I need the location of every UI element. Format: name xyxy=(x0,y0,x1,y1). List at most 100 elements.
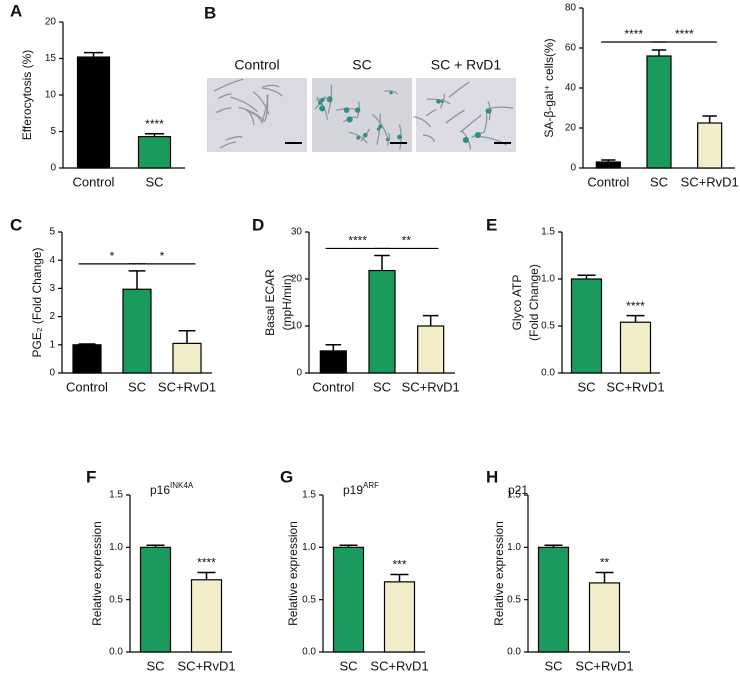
y-tick-label: 1.5 xyxy=(109,490,123,501)
cell xyxy=(213,78,244,92)
stain xyxy=(385,137,390,142)
cell xyxy=(264,95,269,121)
x-tick-label: SC xyxy=(145,174,163,189)
stain xyxy=(389,91,393,95)
significance: * xyxy=(110,249,115,263)
y-axis-label: Glyco ATP xyxy=(510,275,524,331)
micrograph-label: SC xyxy=(352,57,371,73)
stain xyxy=(462,136,469,144)
cell xyxy=(425,108,437,117)
cell xyxy=(261,87,283,97)
title-text: p21 xyxy=(508,483,528,497)
cell xyxy=(348,131,368,144)
y-tick-label: 20 xyxy=(45,17,57,28)
stain xyxy=(354,107,361,113)
cell xyxy=(230,96,258,113)
micrograph-label: SC + RvD1 xyxy=(431,57,502,73)
x-tick-label: SC xyxy=(373,379,391,394)
y-tick-label: 0.0 xyxy=(109,647,123,658)
y-tick-label: 80 xyxy=(565,3,577,14)
y-tick-label: 0 xyxy=(50,163,56,174)
significance: **** xyxy=(348,234,367,248)
cell xyxy=(448,81,470,98)
x-tick-label: SC+RvD1 xyxy=(575,658,633,673)
y-tick-label: 1.0 xyxy=(109,542,123,553)
error-bar xyxy=(422,314,439,326)
bar xyxy=(72,344,102,374)
bar xyxy=(190,579,223,653)
y-tick-label: 60 xyxy=(565,43,577,54)
cells xyxy=(213,78,514,150)
x-tick-label: Control xyxy=(587,174,629,189)
error-bar xyxy=(83,51,104,58)
bar xyxy=(368,269,396,374)
error-bar xyxy=(626,314,645,323)
y-axis-label: Relative expression xyxy=(286,521,300,626)
y-axis-label: Relative expression xyxy=(90,521,104,626)
cell xyxy=(219,141,236,149)
y-axis-label: Basal ECAR xyxy=(263,269,277,336)
cell xyxy=(459,114,482,133)
significance: ** xyxy=(600,556,610,570)
significance: **** xyxy=(197,556,216,570)
panel-letter: E xyxy=(486,215,497,234)
panel-letter: C xyxy=(10,215,22,234)
cell xyxy=(384,90,399,95)
y-tick-label: 0.0 xyxy=(541,368,555,379)
significance: *** xyxy=(392,558,406,572)
y-tick-label: 0 xyxy=(49,368,55,379)
y-tick-label: 0.5 xyxy=(507,594,521,605)
panel-letter: D xyxy=(252,215,264,234)
x-tick-label: SC+RvD1 xyxy=(402,379,460,394)
panel-letter: A xyxy=(10,1,22,20)
y-tick-label: 10 xyxy=(291,321,303,332)
y-tick-label: 0.0 xyxy=(507,647,521,658)
x-tick-label: SC xyxy=(544,658,562,673)
stain xyxy=(474,132,481,139)
x-tick-label: SC+RvD1 xyxy=(681,174,739,189)
panel-letter: B xyxy=(204,3,216,22)
error-bar xyxy=(577,274,596,279)
stain xyxy=(376,127,380,131)
y-tick-label: 1.0 xyxy=(302,542,316,553)
y-tick-label: 1.5 xyxy=(541,227,555,238)
x-tick-label: SC+RvD1 xyxy=(177,658,235,673)
chart-title: p16INK4A xyxy=(150,481,194,497)
chart-title: p21 xyxy=(508,483,528,497)
bar xyxy=(619,321,652,374)
y-tick-label: 1.0 xyxy=(541,274,555,285)
stain xyxy=(436,99,441,104)
y-tick-label: 1.5 xyxy=(302,490,316,501)
bar xyxy=(417,325,445,374)
x-tick-label: SC+RvD1 xyxy=(606,379,664,394)
stain xyxy=(343,107,350,113)
stain xyxy=(319,105,326,112)
cell xyxy=(386,132,390,146)
error-bar xyxy=(325,344,342,351)
y-tick-label: 3 xyxy=(49,283,55,294)
y-tick-label: 15 xyxy=(45,53,57,64)
cell xyxy=(245,108,255,126)
x-tick-label: SC xyxy=(339,658,357,673)
y-tick-label: 5 xyxy=(50,126,56,137)
y-tick-label: 5 xyxy=(49,227,55,238)
panel-letter: G xyxy=(280,467,293,486)
error-bar xyxy=(595,571,614,583)
cell xyxy=(215,107,232,114)
y-tick-label: 1.0 xyxy=(507,542,521,553)
error-bar xyxy=(702,115,717,123)
y-tick-label: 30 xyxy=(291,227,303,238)
chart-title: p19ARF xyxy=(343,481,379,497)
cell xyxy=(422,134,436,143)
stain xyxy=(378,124,383,129)
x-tick-label: Control xyxy=(66,379,108,394)
error-bar xyxy=(390,573,409,582)
significance: **** xyxy=(624,27,643,41)
y-axis-label: Relative expression xyxy=(492,521,506,626)
cell xyxy=(371,113,389,140)
bar xyxy=(570,278,603,374)
error-bar xyxy=(178,329,196,344)
y-tick-label: 20 xyxy=(291,274,303,285)
y-tick-label: 0.0 xyxy=(302,647,316,658)
